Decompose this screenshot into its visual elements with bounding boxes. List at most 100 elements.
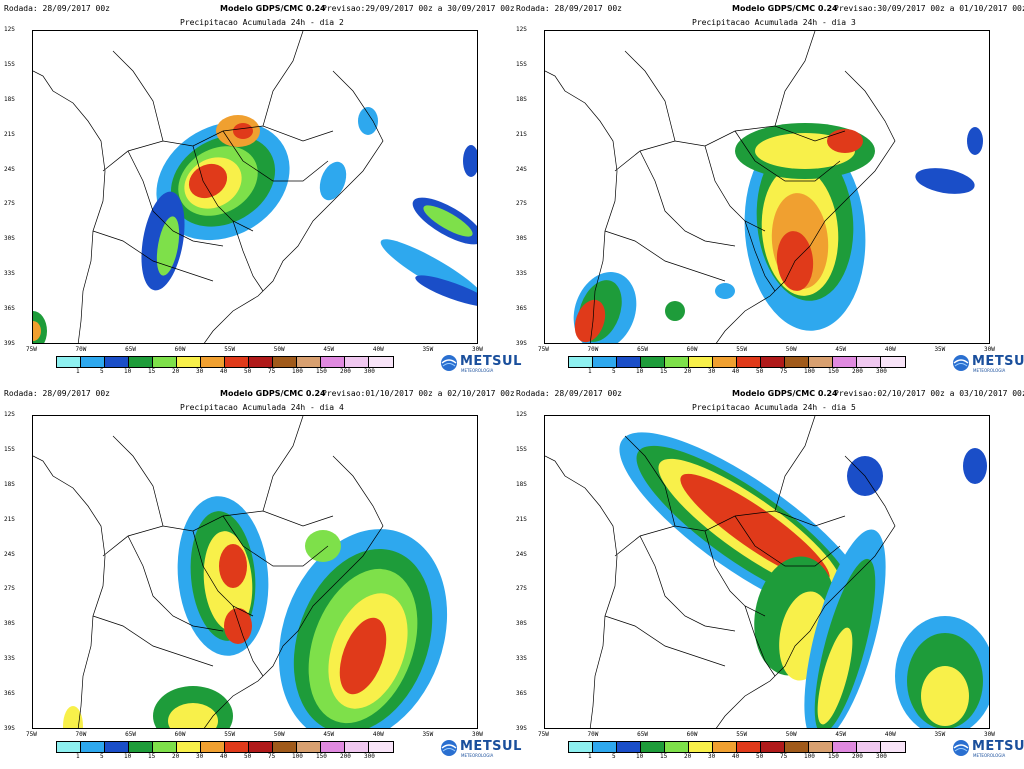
lat-tick-label: 18S <box>4 95 15 103</box>
border-line <box>715 70 896 343</box>
lat-tick-label: 33S <box>516 655 527 663</box>
precip-area <box>915 168 975 194</box>
legend-swatch <box>81 357 105 367</box>
border-line <box>744 605 776 677</box>
legend-swatch <box>153 742 177 752</box>
legend-label: 30 <box>708 753 716 760</box>
precip-area <box>319 161 347 201</box>
precip-area <box>63 706 83 728</box>
precip-area <box>188 163 228 199</box>
lat-tick-label: 27S <box>4 200 15 208</box>
lon-tick-label: 75W <box>26 346 37 353</box>
lon-tick-label: 45W <box>835 731 847 738</box>
lon-tick-label: 50W <box>273 346 285 353</box>
legend-swatch <box>81 742 105 752</box>
legend-swatch <box>641 742 665 752</box>
lon-tick-label: 75W <box>26 731 37 738</box>
globe-icon <box>953 740 969 756</box>
lat-tick-label: 36S <box>4 690 15 698</box>
border-line <box>624 435 676 527</box>
legend-label: 100 <box>292 753 303 760</box>
precipitation-map <box>544 415 990 729</box>
model-label: Modelo GDPS/CMC 0.24 <box>732 389 838 398</box>
border-line <box>222 515 329 567</box>
lon-tick-label: 65W <box>637 346 648 353</box>
legend-label: 300 <box>364 753 375 760</box>
precip-area <box>339 617 387 695</box>
legend-swatch <box>761 357 785 367</box>
legend-swatch <box>273 742 297 752</box>
lat-tick-label: 27S <box>516 585 527 593</box>
legend-swatch <box>833 742 857 752</box>
legend-label: 150 <box>316 368 327 375</box>
lat-tick-label: 36S <box>4 305 15 313</box>
lon-tick-label: 45W <box>323 346 335 353</box>
precip-area <box>423 205 473 237</box>
legend-swatch <box>297 357 321 367</box>
lon-tick-label: 55W <box>736 346 748 353</box>
precip-legend <box>568 356 906 368</box>
border-line <box>624 50 676 142</box>
model-label: Modelo GDPS/CMC 0.24 <box>220 4 326 13</box>
legend-swatch <box>129 357 153 367</box>
legend-swatch <box>713 357 737 367</box>
legend-label: 5 <box>100 753 104 760</box>
legend-swatch <box>689 357 713 367</box>
lon-tick-label: 30W <box>984 731 995 738</box>
precip-area <box>219 544 247 588</box>
lon-tick-label: 35W <box>422 731 434 738</box>
border-line <box>127 535 224 632</box>
precip-area <box>463 145 477 177</box>
legend-swatch <box>249 742 273 752</box>
precip-area <box>33 321 41 341</box>
globe-icon <box>953 355 969 371</box>
lon-tick-label: 35W <box>934 731 946 738</box>
legend-label: 100 <box>292 368 303 375</box>
legend-swatch <box>105 742 129 752</box>
legend-label: 15 <box>148 753 156 760</box>
legend-swatch <box>57 357 81 367</box>
legend-label: 75 <box>268 753 276 760</box>
legend-swatch <box>593 357 617 367</box>
legend-label: 20 <box>172 368 180 375</box>
panel-subtitle: Precipitacao Acumulada 24h - dia 4 <box>180 403 344 412</box>
lon-tick-label: 75W <box>538 731 549 738</box>
legend-label: 150 <box>316 753 327 760</box>
legend-label: 300 <box>876 753 887 760</box>
legend-swatch <box>345 742 369 752</box>
precip-area <box>665 301 685 321</box>
lon-tick-label: 40W <box>884 346 896 353</box>
lon-tick-label: 60W <box>174 731 186 738</box>
legend-label: 200 <box>340 368 351 375</box>
lat-tick-label: 33S <box>516 270 527 278</box>
lon-tick-label: 35W <box>934 346 946 353</box>
legend-label: 20 <box>172 753 180 760</box>
legend-swatch <box>201 742 225 752</box>
lat-tick-label: 39S <box>516 340 527 347</box>
panel-subtitle: Precipitacao Acumulada 24h - dia 3 <box>692 18 856 27</box>
legend-label: 200 <box>340 753 351 760</box>
legend-label: 15 <box>660 368 668 375</box>
legend-swatch <box>369 357 393 367</box>
legend-swatch <box>369 742 393 752</box>
lat-tick-label: 30S <box>516 235 527 243</box>
lat-tick-label: 39S <box>4 340 15 347</box>
lon-tick-label: 55W <box>224 731 236 738</box>
legend-label: 10 <box>636 753 644 760</box>
border-line <box>127 150 224 247</box>
legend-label: 100 <box>804 368 815 375</box>
legend-label: 15 <box>148 368 156 375</box>
legend-swatch <box>641 357 665 367</box>
lon-tick-label: 40W <box>372 731 384 738</box>
lon-tick-label: 55W <box>736 731 748 738</box>
border-line <box>715 455 896 728</box>
precip-area <box>715 283 735 299</box>
forecast-panel-dia4: Rodada: 28/09/2017 00z Modelo GDPS/CMC 0.… <box>0 385 521 769</box>
panel-subtitle: Precipitacao Acumulada 24h - dia 5 <box>692 403 856 412</box>
border-line <box>33 70 106 343</box>
legend-swatch <box>129 742 153 752</box>
border-line <box>102 510 334 557</box>
lat-tick-label: 24S <box>516 165 527 173</box>
lat-tick-label: 39S <box>4 725 15 732</box>
